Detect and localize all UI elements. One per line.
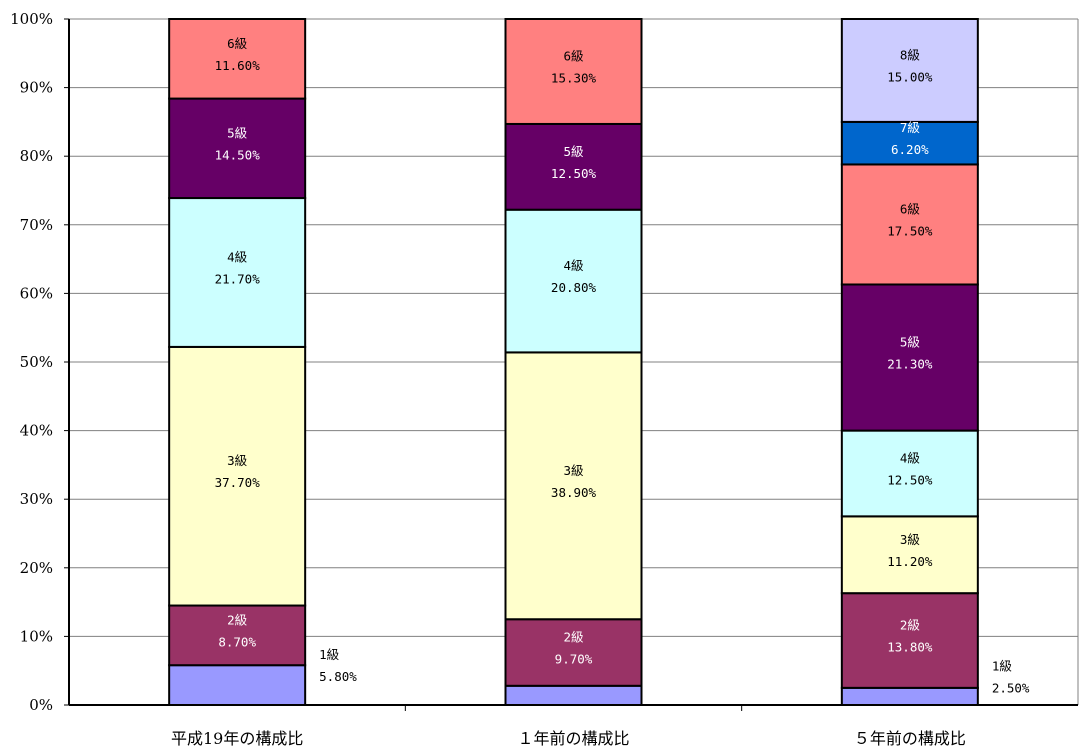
- bar-segment: [504, 684, 643, 706]
- x-category-label: １年前の構成比: [517, 729, 629, 748]
- x-category-label: 平成19年の構成比: [171, 729, 303, 748]
- data-label: 6級 17.50%: [887, 201, 933, 238]
- data-label: 5級 21.30%: [887, 335, 933, 372]
- data-label: 5級 14.50%: [215, 125, 261, 162]
- y-tick-label: 100%: [10, 10, 53, 28]
- bar-segment: [504, 208, 643, 354]
- y-tick-label: 40%: [20, 422, 53, 440]
- bar-segment: [840, 163, 979, 286]
- data-label: 2級 9.70%: [555, 630, 593, 667]
- data-label: 6級 15.30%: [551, 48, 597, 85]
- data-label: 4級 21.70%: [215, 249, 261, 286]
- y-tick-label: 0%: [29, 696, 53, 714]
- data-label: 6級 11.60%: [215, 36, 261, 73]
- bar-segment: [168, 604, 307, 667]
- data-label-outside: 1級 2.50%: [992, 658, 1030, 695]
- data-label: 2級 13.80%: [887, 618, 933, 655]
- y-tick-label: 30%: [20, 490, 53, 508]
- y-tick-label: 50%: [20, 353, 53, 371]
- bar-segment: [840, 515, 979, 595]
- data-label: 3級 11.20%: [887, 532, 933, 569]
- data-label: 4級 12.50%: [887, 450, 933, 487]
- bar-segment: [840, 120, 979, 166]
- x-category-label: ５年前の構成比: [854, 729, 966, 748]
- bar-segment: [504, 351, 643, 621]
- y-tick-label: 10%: [20, 627, 53, 645]
- bar-segment: [840, 18, 979, 123]
- data-label: 7級 6.20%: [891, 120, 929, 157]
- data-label: 3級 37.70%: [215, 453, 261, 490]
- y-tick-label: 20%: [20, 559, 53, 577]
- bar-segment: [168, 345, 307, 607]
- data-label: 2級 8.70%: [218, 612, 256, 649]
- y-tick-label: 90%: [20, 79, 53, 97]
- data-label: 5級 12.50%: [551, 144, 597, 181]
- bar-segment: [504, 122, 643, 211]
- bar-segment: [840, 429, 979, 518]
- data-label-outside: 1級 5.80%: [319, 647, 357, 684]
- bar-segment: [168, 18, 307, 100]
- bar-segment: [504, 18, 643, 125]
- y-tick-label: 70%: [20, 216, 53, 234]
- data-label: 3級 38.90%: [551, 463, 597, 500]
- y-tick-label: 80%: [20, 147, 53, 165]
- data-label: 4級 20.80%: [551, 258, 597, 295]
- bar-segment: [168, 664, 307, 706]
- bar-segment: [840, 686, 979, 706]
- y-tick-label: 60%: [20, 284, 53, 302]
- data-label: 8級 15.00%: [887, 47, 933, 84]
